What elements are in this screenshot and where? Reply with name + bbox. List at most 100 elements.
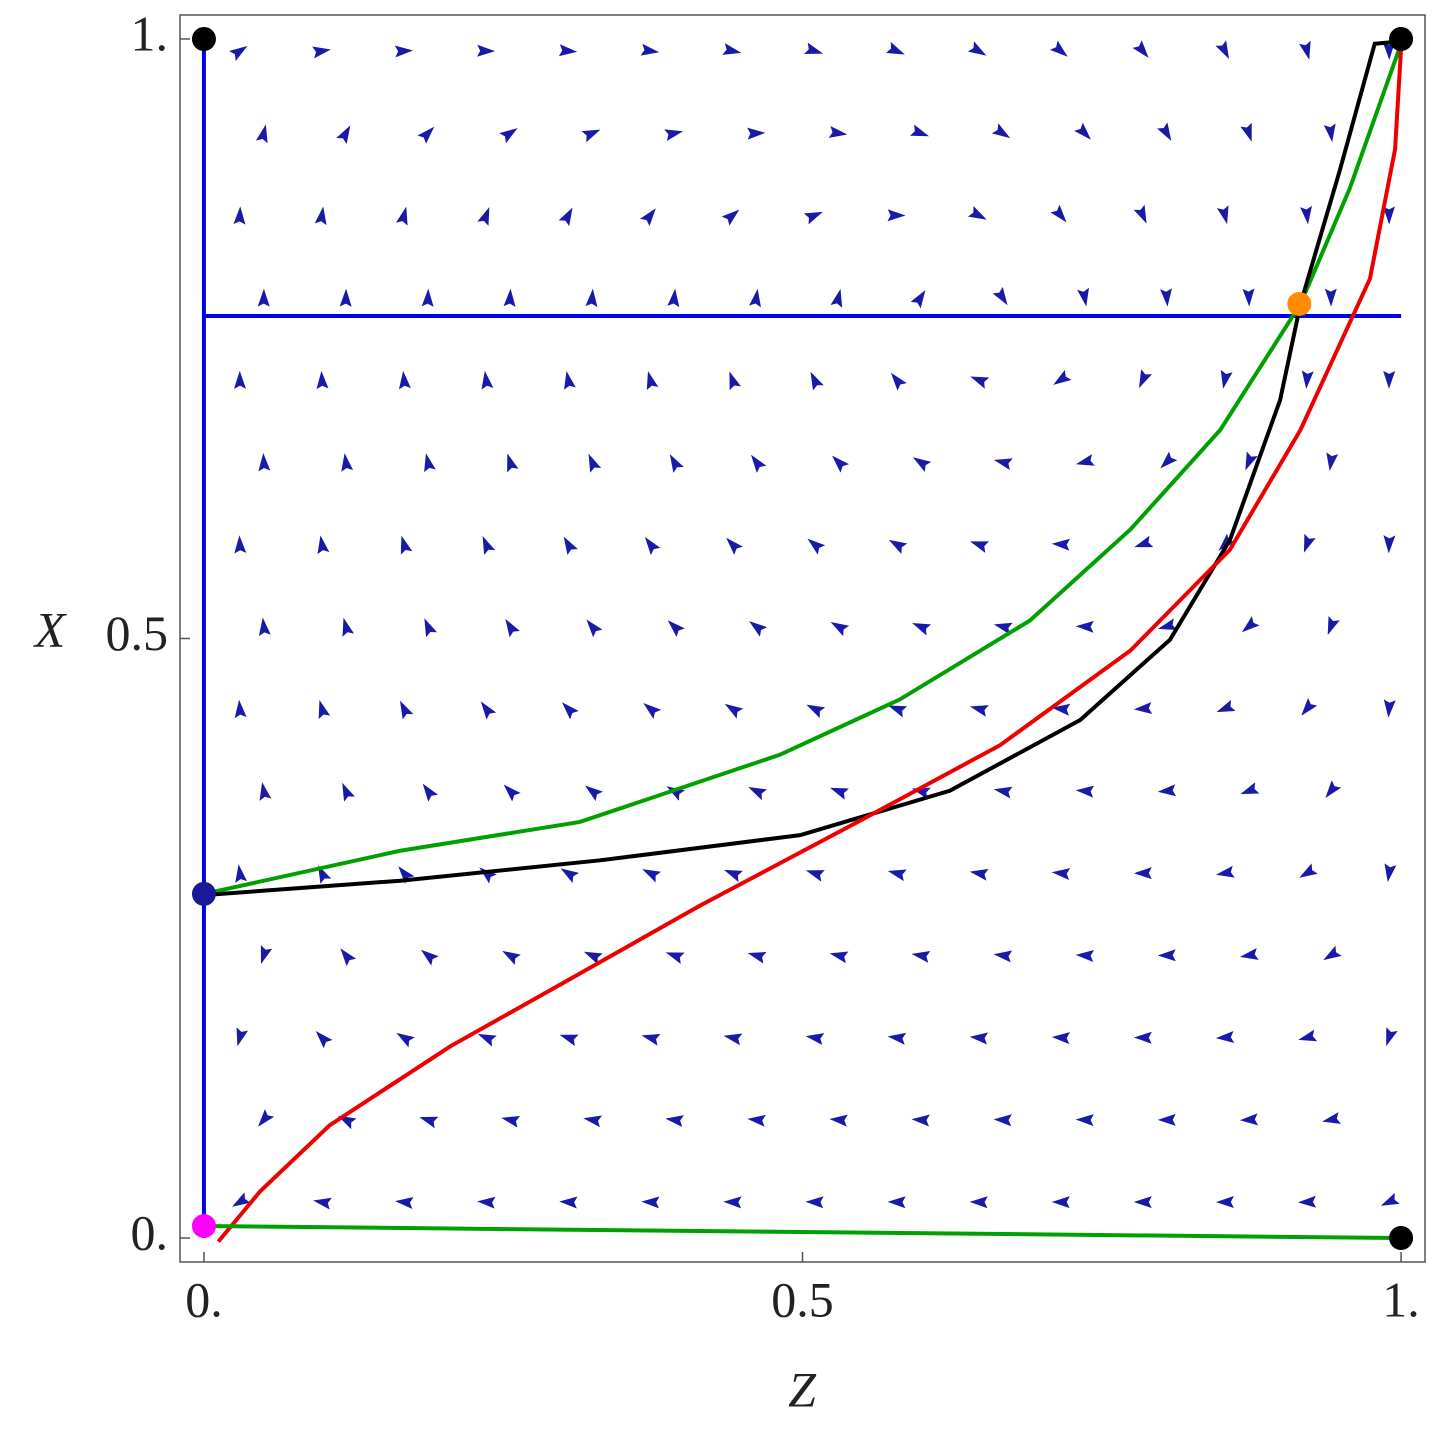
stream-arrow bbox=[750, 454, 767, 473]
fixed-point bbox=[191, 1214, 216, 1239]
stream-arrow bbox=[1133, 1031, 1152, 1044]
stream-arrow bbox=[258, 617, 271, 637]
stream-arrow bbox=[726, 537, 743, 555]
stream-arrow bbox=[559, 1034, 579, 1047]
stream-arrow bbox=[1327, 615, 1340, 635]
stream-arrow bbox=[1075, 620, 1094, 633]
stream-arrow bbox=[1386, 1027, 1398, 1047]
stream-arrow bbox=[890, 372, 907, 391]
stream-arrow bbox=[341, 453, 354, 472]
stream-arrow bbox=[887, 209, 906, 222]
stream-arrow bbox=[1051, 538, 1071, 551]
stream-arrow bbox=[1157, 949, 1176, 962]
stream-arrow bbox=[583, 951, 603, 965]
stream-arrow bbox=[830, 288, 843, 308]
stream-arrow bbox=[482, 535, 496, 555]
stream-arrow bbox=[421, 288, 434, 307]
stream-arrow bbox=[1051, 868, 1071, 881]
stream-arrow bbox=[394, 45, 414, 58]
stream-arrow bbox=[559, 1196, 578, 1209]
stream-arrow bbox=[232, 1192, 251, 1207]
stream-arrow bbox=[1239, 1113, 1259, 1126]
stream-arrow bbox=[969, 1196, 988, 1209]
stream-arrow bbox=[888, 705, 908, 718]
stream-arrow bbox=[723, 1196, 742, 1209]
stream-arrow bbox=[644, 537, 661, 556]
stream-arrow bbox=[424, 618, 438, 638]
stream-arrow bbox=[887, 869, 907, 882]
stream-arrow bbox=[646, 371, 659, 391]
stream-arrow bbox=[1324, 288, 1337, 307]
stream-arrow bbox=[1157, 784, 1177, 797]
stream-arrow bbox=[395, 206, 408, 226]
stream-arrow bbox=[830, 621, 850, 637]
stream-arrow bbox=[505, 618, 520, 638]
stream-arrow bbox=[1215, 1031, 1235, 1044]
stream-arrow bbox=[885, 41, 905, 55]
stream-arrow bbox=[501, 1115, 521, 1128]
stream-arrow bbox=[503, 288, 516, 307]
stream-arrow bbox=[422, 783, 439, 802]
stream-arrow bbox=[340, 948, 357, 967]
stream-arrow bbox=[481, 370, 494, 390]
stream-arrow bbox=[583, 1115, 603, 1128]
stream-arrow bbox=[967, 41, 987, 56]
stream-arrow bbox=[807, 538, 826, 555]
stream-arrow bbox=[993, 950, 1013, 963]
plot-frame bbox=[179, 14, 1426, 1263]
stream-arrow bbox=[1303, 533, 1316, 553]
stream-arrow bbox=[1323, 945, 1342, 961]
stream-arrow bbox=[806, 704, 826, 719]
stream-arrow bbox=[585, 288, 598, 308]
stream-arrow bbox=[1051, 703, 1071, 716]
stream-arrow bbox=[724, 703, 744, 719]
stream-arrow bbox=[829, 1114, 848, 1127]
stream-arrow bbox=[669, 454, 684, 473]
curve bbox=[203, 39, 1402, 898]
stream-arrow bbox=[233, 206, 246, 225]
stream-field bbox=[229, 40, 1400, 1210]
stream-arrow bbox=[1323, 123, 1336, 143]
stream-arrow bbox=[1240, 122, 1252, 142]
stream-arrow bbox=[417, 126, 435, 144]
stream-arrow bbox=[236, 1027, 249, 1047]
stream-arrow bbox=[805, 870, 825, 882]
stream-arrow bbox=[234, 699, 247, 719]
stream-arrow bbox=[581, 129, 601, 143]
stream-arrow bbox=[561, 702, 579, 720]
stream-arrow bbox=[832, 455, 849, 473]
stream-arrow bbox=[641, 1196, 660, 1209]
stream-arrow bbox=[641, 1034, 661, 1046]
stream-arrow bbox=[396, 1032, 415, 1048]
stream-arrow bbox=[564, 370, 576, 390]
stream-arrow bbox=[640, 208, 656, 227]
stream-arrow bbox=[1133, 867, 1152, 880]
x-tick-label: 1. bbox=[1382, 1271, 1420, 1327]
stream-arrow bbox=[723, 1033, 743, 1046]
stream-arrow bbox=[747, 952, 767, 964]
stream-arrow bbox=[912, 457, 932, 472]
stream-arrow bbox=[1053, 369, 1072, 385]
stream-arrow bbox=[477, 1196, 496, 1209]
stream-arrow bbox=[667, 620, 685, 638]
stream-arrow bbox=[1245, 451, 1258, 471]
stream-arrow bbox=[1216, 205, 1229, 225]
stream-arrow bbox=[1297, 1195, 1317, 1208]
stream-arrow bbox=[640, 43, 660, 56]
stream-arrow bbox=[398, 370, 411, 390]
stream-arrow bbox=[1051, 1196, 1070, 1209]
stream-arrow bbox=[400, 535, 413, 555]
stream-arrow bbox=[993, 1114, 1012, 1127]
stream-arrow bbox=[992, 286, 1008, 306]
stream-arrow bbox=[804, 42, 824, 55]
stream-arrow bbox=[805, 1196, 824, 1209]
stream-arrow bbox=[558, 44, 578, 57]
stream-arrow bbox=[1075, 454, 1095, 466]
stream-arrow bbox=[588, 453, 602, 473]
stream-arrow bbox=[316, 370, 329, 390]
stream-arrow bbox=[721, 209, 740, 226]
x-tick-label: 0.5 bbox=[771, 1271, 834, 1327]
stream-arrow bbox=[911, 951, 931, 963]
stream-arrow bbox=[747, 1114, 766, 1127]
stream-arrow bbox=[1301, 697, 1318, 716]
